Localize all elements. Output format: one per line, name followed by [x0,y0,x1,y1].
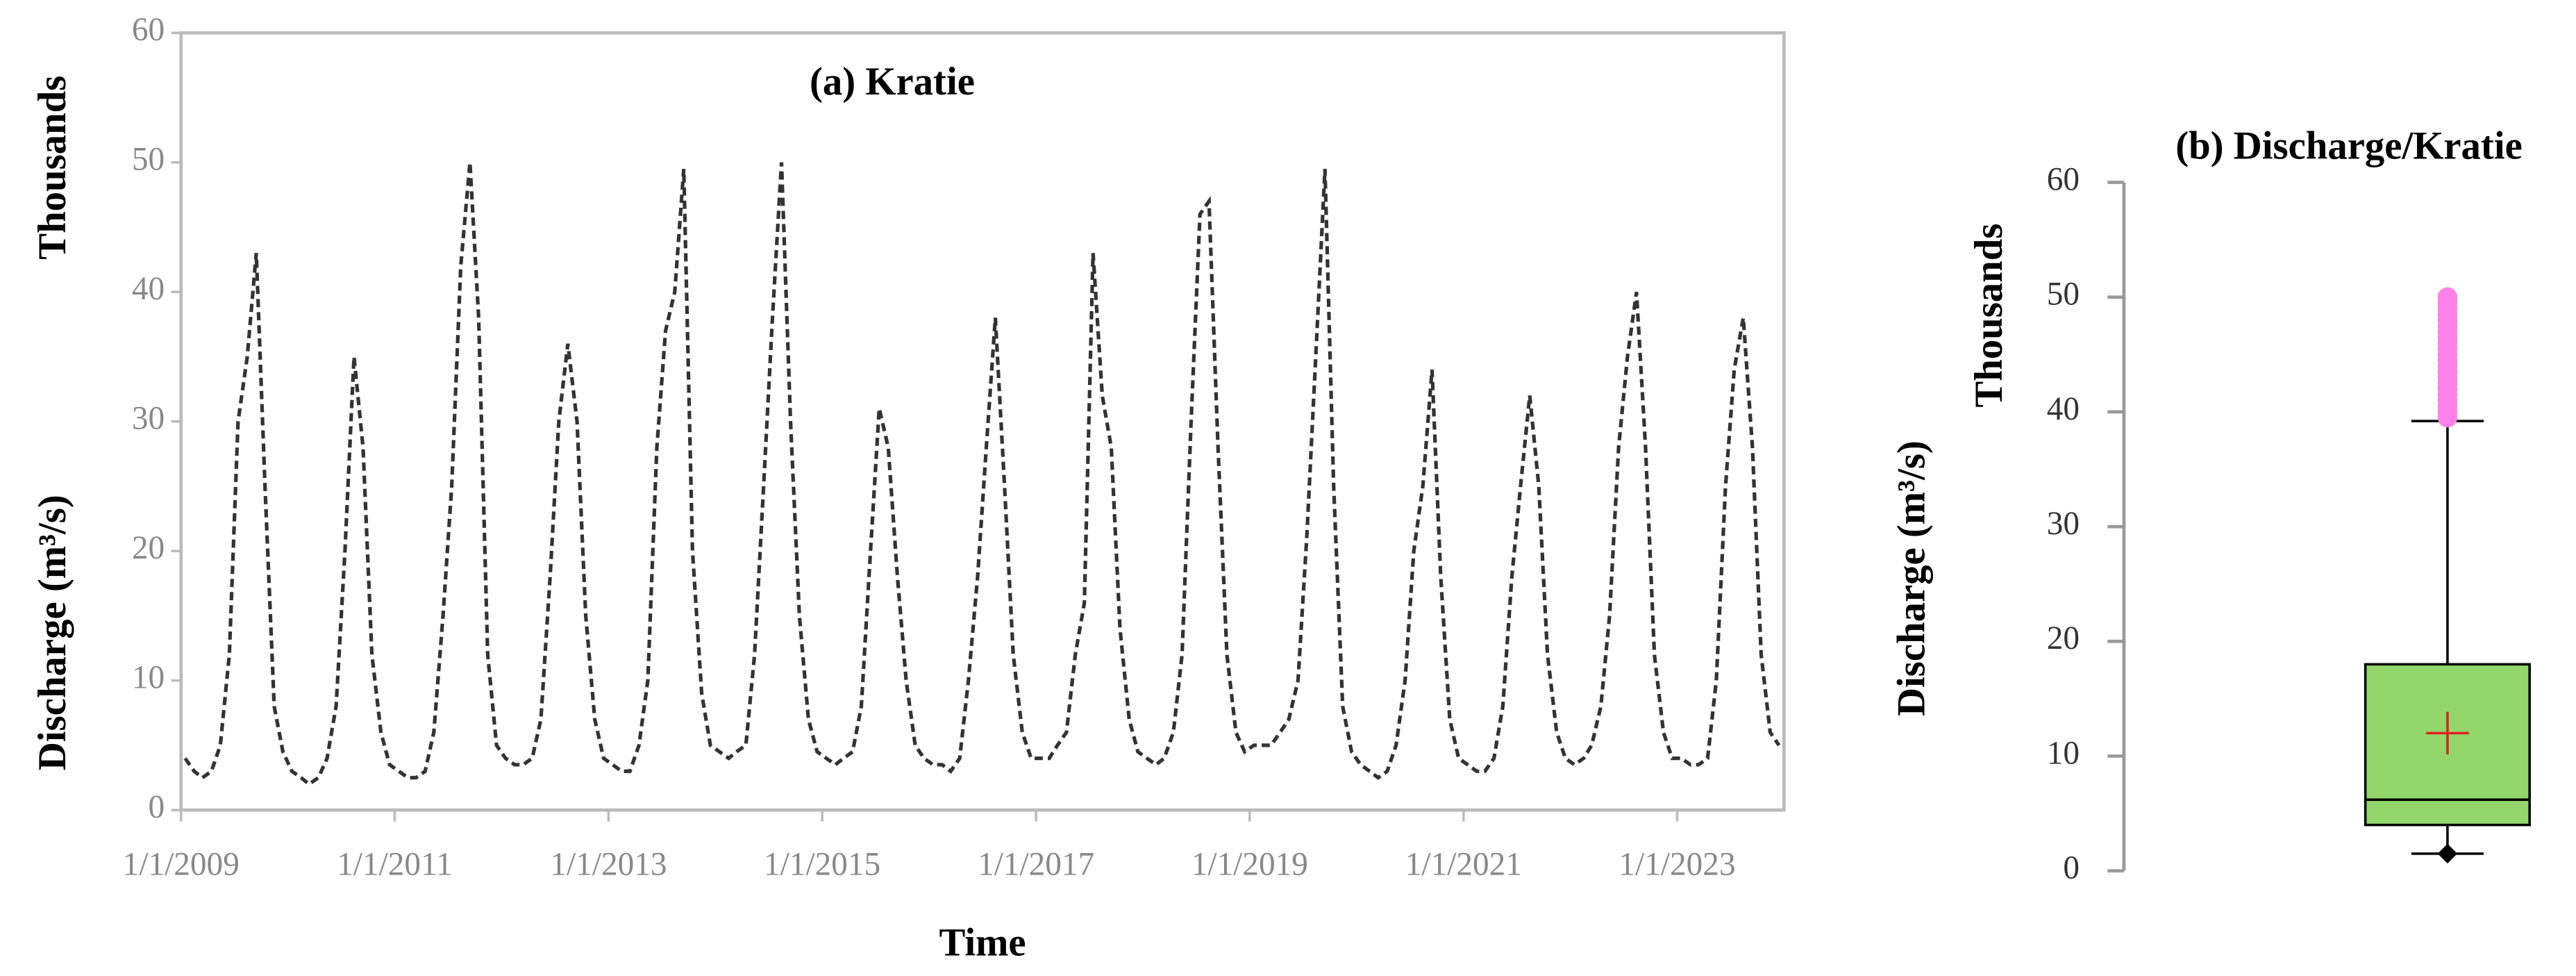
y-axis-unit: Thousands [31,76,74,260]
y-tick-label: 40 [2047,391,2080,427]
x-tick-label: 1/1/2021 [1405,847,1522,883]
y-axis-title: Discharge (m³/s) [1890,440,1934,716]
x-tick-label: 1/1/2009 [123,847,240,883]
y-tick-label: 20 [132,530,165,566]
plot-frame [179,31,1786,812]
y-axis-title: Discharge (m³/s) [31,495,74,770]
x-tick-label: 1/1/2019 [1191,847,1308,883]
y-tick-label: 50 [132,142,165,178]
x-tick-label: 1/1/2023 [1619,847,1735,883]
y-tick-label: 50 [2047,276,2080,313]
x-tick-label: 1/1/2017 [978,847,1094,883]
y-tick-label: 60 [2047,161,2080,197]
y-tick-label: 30 [2047,506,2080,542]
mean-marker [2426,711,2469,755]
data-line [183,162,1781,786]
y-tick-label: 10 [2047,735,2080,771]
y-tick-label: 0 [148,789,165,825]
x-tick-label: 1/1/2011 [337,847,452,883]
y-tick-label: 30 [132,401,165,437]
chart-title: (a) Kratie [810,60,975,104]
x-axis-title: Time [939,920,1026,964]
outlier [2437,287,2458,307]
y-tick-label: 20 [2047,620,2080,656]
chart-title: (b) Discharge/Kratie [2175,124,2523,167]
x-tick-label: 1/1/2013 [550,847,667,883]
y-tick-label: 40 [132,271,165,307]
y-tick-label: 60 [132,12,165,48]
min-marker [2437,843,2458,864]
x-tick-label: 1/1/2015 [764,847,880,883]
y-axis-unit: Thousands [1967,224,2011,408]
y-tick-label: 10 [132,659,165,695]
y-tick-label: 0 [2063,850,2080,886]
